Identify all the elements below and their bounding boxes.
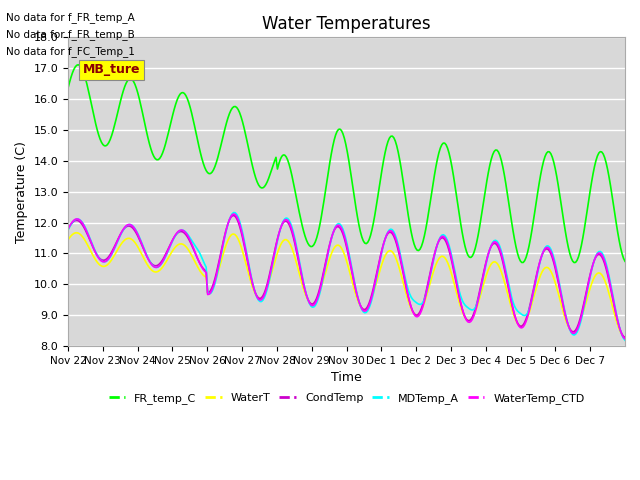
CondTemp — [618, 332, 626, 337]
CondTemp — [621, 335, 629, 340]
FR_temp_C — [621, 258, 629, 264]
Line: FR_temp_C: FR_temp_C — [68, 65, 625, 263]
Line: CondTemp: CondTemp — [68, 216, 625, 337]
CondTemp — [64, 226, 72, 232]
CondTemp — [463, 316, 470, 322]
MDTemp_A — [230, 210, 237, 216]
MDTemp_A — [64, 228, 72, 233]
WaterT — [352, 292, 360, 298]
Legend: FR_temp_C, WaterT, CondTemp, MDTemp_A, WaterTemp_CTD: FR_temp_C, WaterT, CondTemp, MDTemp_A, W… — [104, 389, 589, 408]
WaterTemp_CTD — [100, 259, 108, 264]
Line: MDTemp_A: MDTemp_A — [68, 213, 625, 340]
FR_temp_C — [74, 62, 82, 68]
WaterTemp_CTD — [621, 336, 629, 342]
Line: WaterTemp_CTD: WaterTemp_CTD — [68, 214, 625, 339]
WaterTemp_CTD — [545, 246, 553, 252]
Text: No data for f_FR_temp_A: No data for f_FR_temp_A — [6, 12, 135, 23]
WaterTemp_CTD — [352, 287, 360, 293]
FR_temp_C — [102, 143, 109, 149]
MDTemp_A — [618, 333, 626, 338]
WaterTemp_CTD — [463, 317, 470, 323]
WaterT — [73, 230, 81, 236]
WaterT — [463, 317, 470, 323]
WaterT — [621, 335, 629, 340]
Text: No data for f_FC_Temp_1: No data for f_FC_Temp_1 — [6, 46, 135, 57]
WaterTemp_CTD — [83, 229, 91, 235]
WaterT — [84, 244, 92, 250]
CondTemp — [83, 230, 91, 236]
WaterTemp_CTD — [618, 332, 626, 338]
FR_temp_C — [620, 255, 627, 261]
WaterTemp_CTD — [230, 211, 237, 217]
CondTemp — [545, 248, 553, 254]
FR_temp_C — [570, 260, 578, 265]
FR_temp_C — [64, 85, 72, 91]
FR_temp_C — [84, 87, 92, 93]
MDTemp_A — [100, 259, 108, 265]
Y-axis label: Temperature (C): Temperature (C) — [15, 141, 28, 242]
Title: Water Temperatures: Water Temperatures — [262, 15, 431, 33]
MDTemp_A — [545, 244, 553, 250]
WaterT — [545, 266, 553, 272]
MDTemp_A — [83, 228, 91, 234]
WaterTemp_CTD — [64, 227, 72, 232]
FR_temp_C — [463, 249, 470, 254]
Text: No data for f_FR_temp_B: No data for f_FR_temp_B — [6, 29, 135, 40]
WaterT — [618, 332, 626, 338]
Text: MB_ture: MB_ture — [83, 63, 141, 76]
WaterT — [102, 263, 109, 269]
MDTemp_A — [352, 286, 360, 292]
CondTemp — [352, 288, 360, 294]
FR_temp_C — [545, 149, 553, 155]
MDTemp_A — [621, 337, 629, 343]
X-axis label: Time: Time — [331, 372, 362, 384]
CondTemp — [100, 257, 108, 263]
Line: WaterT: WaterT — [68, 233, 625, 337]
FR_temp_C — [352, 205, 360, 211]
MDTemp_A — [463, 304, 470, 310]
CondTemp — [230, 213, 237, 218]
WaterT — [64, 237, 72, 243]
